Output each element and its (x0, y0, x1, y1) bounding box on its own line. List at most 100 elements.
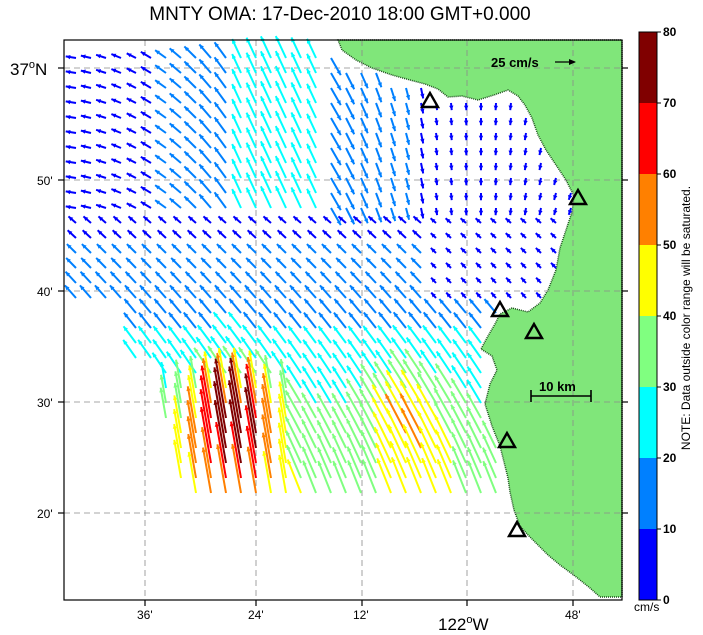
current-vector (364, 270, 377, 284)
current-vector (198, 163, 212, 179)
current-vector (110, 98, 122, 104)
current-vector (553, 177, 558, 186)
current-vector (345, 391, 362, 419)
current-vector (360, 207, 369, 224)
current-vector (200, 365, 212, 419)
current-vector (96, 243, 107, 254)
current-vector (201, 229, 212, 239)
current-vector (463, 162, 469, 171)
current-vector (384, 393, 407, 434)
current-vector (422, 324, 437, 344)
current-vector (345, 132, 356, 150)
current-vector (330, 192, 342, 211)
current-vector (154, 284, 167, 299)
current-vector (211, 324, 227, 344)
current-vector (110, 83, 122, 89)
current-vector (245, 187, 257, 209)
current-vector (352, 215, 362, 224)
current-vector (290, 67, 302, 89)
current-vector (290, 172, 302, 194)
current-vector (420, 87, 425, 99)
current-vector (261, 229, 272, 239)
current-vector (170, 257, 182, 269)
current-vector (157, 215, 167, 224)
current-vector (262, 215, 272, 224)
current-vector (449, 102, 454, 111)
current-vector (394, 284, 407, 299)
current-vector (419, 349, 437, 374)
current-vector (405, 337, 422, 359)
current-vector (126, 202, 137, 209)
current-vector (450, 377, 467, 404)
current-vector (274, 65, 287, 89)
current-vector (273, 311, 287, 329)
current-vector (508, 162, 513, 171)
current-vector (306, 229, 317, 239)
current-vector (172, 215, 182, 224)
current-vector (200, 427, 212, 479)
current-vector (450, 417, 467, 449)
current-vector (478, 207, 484, 216)
current-vector (212, 381, 227, 449)
current-vector (168, 311, 182, 329)
current-vector (449, 162, 454, 171)
current-vector (213, 71, 227, 89)
current-vector (390, 456, 407, 494)
radar-stations (419, 90, 589, 538)
current-vector (183, 120, 197, 134)
current-vector (346, 365, 362, 389)
current-vector (123, 298, 137, 314)
current-vector (505, 232, 512, 239)
current-vector (376, 337, 392, 359)
current-vector (259, 170, 272, 194)
current-vector (372, 411, 392, 449)
current-vector (538, 147, 543, 156)
current-vector (246, 356, 257, 404)
current-vector (463, 192, 469, 201)
colorbar-note: NOTE: Data outside color range will be s… (679, 185, 693, 451)
current-vector (468, 312, 482, 329)
current-vector (290, 187, 302, 209)
current-vector (290, 142, 302, 164)
current-vector (183, 45, 197, 59)
current-vector (493, 207, 499, 216)
current-vector (259, 95, 272, 119)
current-vector (245, 112, 257, 134)
current-vector (493, 192, 499, 201)
current-vector (520, 262, 527, 269)
current-vector (467, 325, 482, 344)
lon-label-12: 12' (353, 608, 369, 622)
current-vector (229, 270, 242, 284)
current-vector (363, 298, 377, 314)
current-vector (330, 177, 342, 196)
current-vector (231, 173, 242, 194)
current-vector (475, 277, 482, 284)
current-vector (188, 365, 197, 404)
current-vector (434, 117, 439, 126)
current-vector (317, 339, 332, 359)
current-vector (217, 347, 227, 389)
current-vector (95, 143, 107, 149)
current-vector (261, 243, 272, 254)
current-vector (466, 433, 482, 464)
current-vector (466, 406, 482, 434)
current-vector (405, 456, 422, 494)
current-vector (274, 185, 287, 209)
current-vector (80, 159, 92, 164)
current-vector (169, 270, 182, 284)
current-vector (169, 284, 182, 299)
current-vector (246, 229, 257, 239)
current-vector (402, 359, 422, 389)
current-vector (153, 298, 167, 314)
current-vector (244, 284, 257, 299)
current-vector (321, 243, 332, 254)
current-vector (79, 284, 92, 299)
current-vector (430, 262, 437, 269)
current-vector (109, 284, 122, 299)
current-vector (80, 129, 92, 134)
colorbar-segment (639, 103, 657, 174)
station-triangle-4 (523, 321, 545, 340)
current-vector (203, 351, 212, 389)
current-vector (304, 284, 317, 299)
